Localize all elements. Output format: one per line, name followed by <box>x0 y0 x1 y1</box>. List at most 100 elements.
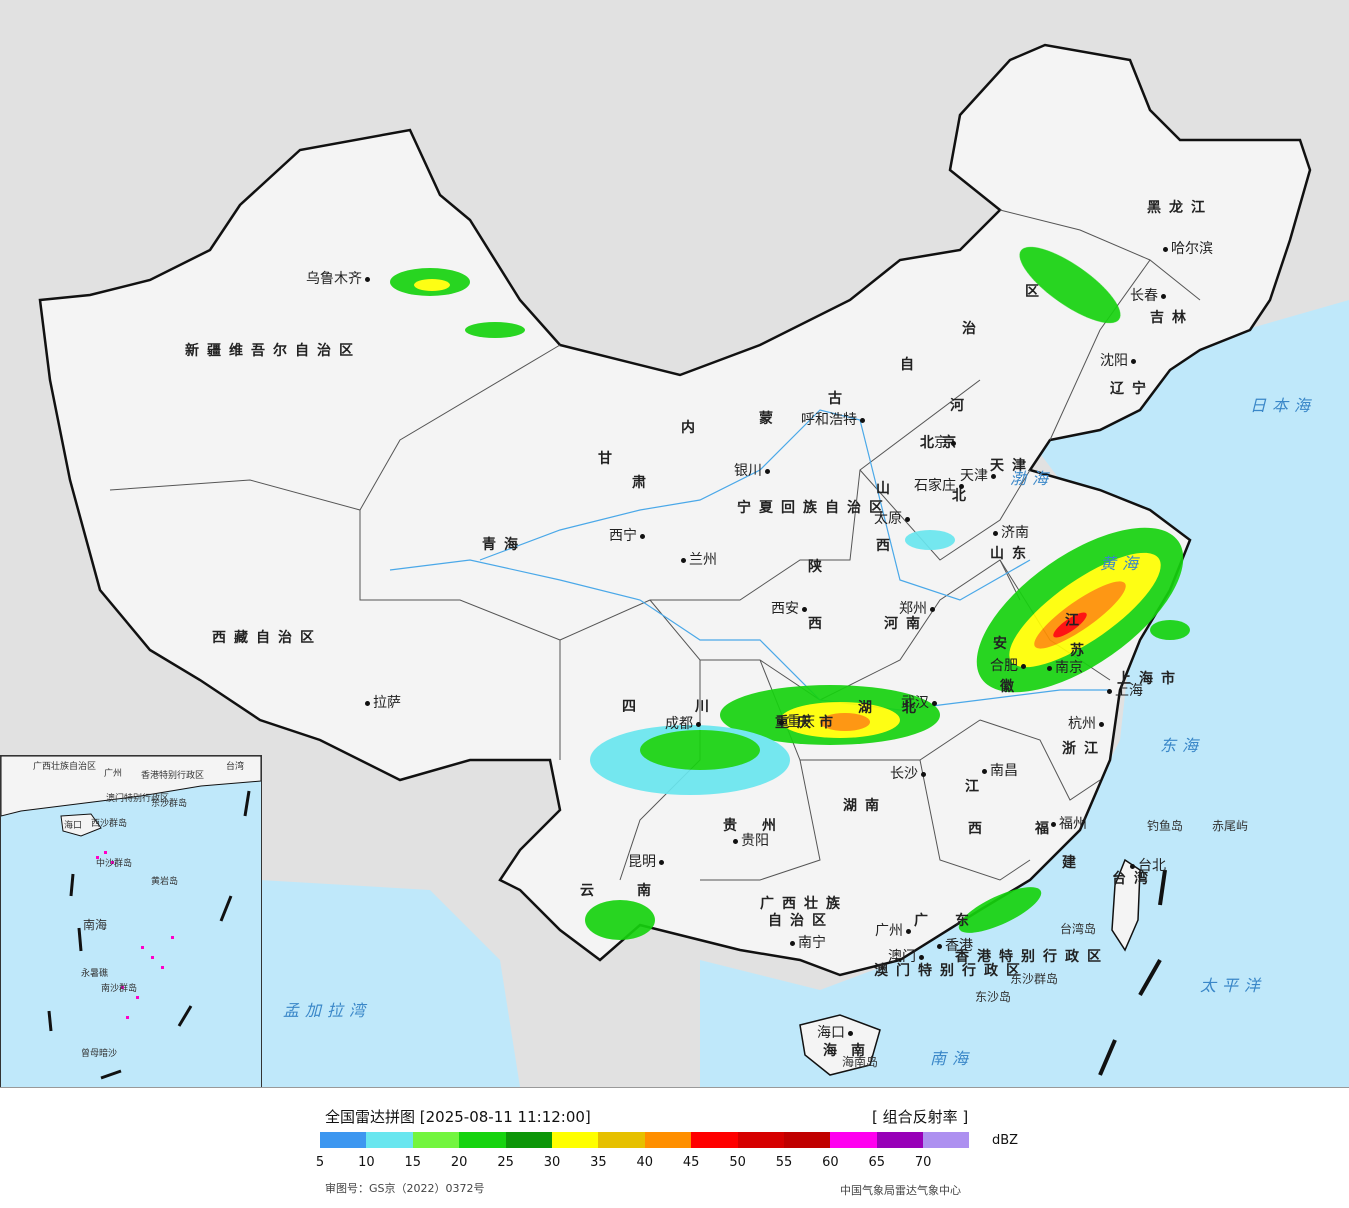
province-label-text: 青海 <box>482 537 526 553</box>
sea-label-text: 孟加拉湾 <box>283 1001 372 1020</box>
sea-label-text: 东海 <box>1160 736 1205 755</box>
inset-label: 广州 <box>104 769 123 779</box>
city-label-text: 南京 <box>1055 660 1083 676</box>
province-label-text: 重庆市 <box>775 715 841 731</box>
city-label-text: 重庆 <box>787 714 815 730</box>
color-swatch <box>737 1132 784 1148</box>
city-marker-icon <box>905 516 910 522</box>
island-label: 台湾岛 <box>1060 920 1096 937</box>
province-label-text: 自 <box>900 357 922 373</box>
province-label-text: 自治区 <box>768 913 834 929</box>
province-label-text: 甘 <box>598 451 620 467</box>
color-swatch <box>644 1132 692 1148</box>
city-label: 郑州 <box>899 598 938 618</box>
province-label: 古 <box>828 388 850 408</box>
city-label-text: 西宁 <box>609 528 637 544</box>
inset-label: 永暑礁 <box>81 969 109 979</box>
city-label: 成都 <box>665 713 704 733</box>
island-label: 东沙岛 <box>975 988 1011 1005</box>
province-label: 黑龙江 <box>1147 197 1213 217</box>
province-label-text: 安 <box>993 636 1015 652</box>
province-label: 江 <box>1065 610 1087 630</box>
province-label-text: 香港特别行政区 <box>955 949 1109 965</box>
city-label-text: 哈尔滨 <box>1171 241 1213 257</box>
province-label: 山东 <box>990 543 1034 563</box>
province-label-text: 海 <box>823 1043 845 1059</box>
province-label: 西藏自治区 <box>212 627 322 647</box>
province-label-text: 台湾 <box>1112 871 1156 887</box>
city-label-text: 杭州 <box>1068 716 1096 732</box>
bay-of-bengal <box>260 880 520 1087</box>
island-label-text: 赤尾屿 <box>1212 819 1249 833</box>
province-label-text: 北 <box>902 700 924 716</box>
city-marker-icon <box>921 771 926 777</box>
province-label: 云 <box>580 880 602 900</box>
city-label-text: 长春 <box>1130 288 1158 304</box>
province-label-text: 山 <box>876 481 898 497</box>
province-label: 苏 <box>1070 640 1092 660</box>
province-label-text: 湖南 <box>843 798 887 814</box>
city-marker-icon <box>1107 688 1112 694</box>
scale-tick-label: 60 <box>822 1155 839 1170</box>
city-label-text: 郑州 <box>899 601 927 617</box>
province-label: 南 <box>637 880 659 900</box>
province-label-text: 宁夏回族自治区 <box>737 500 891 516</box>
city-label-text: 香港 <box>945 938 973 954</box>
sea-label: 日本海 <box>1250 392 1316 416</box>
city-label: 武汉 <box>901 692 940 712</box>
city-label: 沈阳 <box>1100 350 1139 370</box>
city-label-text: 银川 <box>734 463 762 479</box>
province-label: 徽 <box>1000 676 1022 696</box>
province-label-text: 内 <box>681 420 703 436</box>
island-label: 赤尾屿 <box>1212 817 1248 834</box>
sea-label-text: 南海 <box>930 1049 975 1068</box>
sea-label-text: 黄海 <box>1100 554 1145 573</box>
city-label: 贵阳 <box>730 830 769 850</box>
inset-label: 南海 <box>83 918 108 932</box>
color-swatch <box>412 1132 460 1148</box>
province-label-text: 肃 <box>632 475 654 491</box>
province-label: 四 <box>622 696 644 716</box>
province-label-text: 古 <box>828 391 850 407</box>
scale-tick-label: 25 <box>497 1155 514 1170</box>
city-marker-icon <box>951 440 956 446</box>
scale-tick-label: 55 <box>775 1155 793 1170</box>
scale-tick-label: 20 <box>450 1155 468 1170</box>
province-label-text: 蒙 <box>759 411 781 427</box>
city-label-text: 拉萨 <box>373 695 401 711</box>
province-label-text: 新疆维吾尔自治区 <box>185 343 361 359</box>
city-label: 兰州 <box>678 549 717 569</box>
boundary-dashes <box>1098 869 1167 1076</box>
city-label: 北京 <box>920 432 959 452</box>
city-label: 哈尔滨 <box>1160 238 1213 258</box>
city-label: 济南 <box>990 522 1029 542</box>
city-label-text: 台北 <box>1138 858 1166 874</box>
island-label: 东沙群岛 <box>1010 970 1058 987</box>
city-label-text: 南昌 <box>990 763 1018 779</box>
province-label: 香港特别行政区 <box>955 946 1109 966</box>
city-marker-icon <box>1021 663 1026 669</box>
city-label: 南昌 <box>979 760 1018 780</box>
sea-label: 渤海 <box>1010 465 1054 489</box>
province-label-text: 贵 <box>723 818 745 834</box>
province-label: 上海市 <box>1117 668 1183 688</box>
city-label: 乌鲁木齐 <box>306 268 373 288</box>
inset-label: 台湾 <box>226 762 245 772</box>
province-label: 自 <box>900 354 922 374</box>
province-label: 辽宁 <box>1110 378 1154 398</box>
legend-panel <box>0 1088 1349 1208</box>
city-label-text: 沈阳 <box>1100 353 1128 369</box>
city-label: 南宁 <box>787 932 826 952</box>
scale-tick-label: 70 <box>914 1155 932 1170</box>
city-marker-icon <box>991 473 996 479</box>
city-label-text: 西安 <box>771 601 799 617</box>
province-label: 新疆维吾尔自治区 <box>185 340 361 360</box>
city-label: 海口 <box>817 1022 856 1042</box>
province-label-text: 西 <box>808 616 830 632</box>
inset-label: 广西壮族自治区 <box>33 762 97 772</box>
city-marker-icon <box>640 533 645 539</box>
province-label-text: 云 <box>580 883 602 899</box>
city-label: 长春 <box>1130 285 1169 305</box>
inset-label: 南沙群岛 <box>101 984 138 994</box>
province-label-text: 州 <box>762 818 784 834</box>
